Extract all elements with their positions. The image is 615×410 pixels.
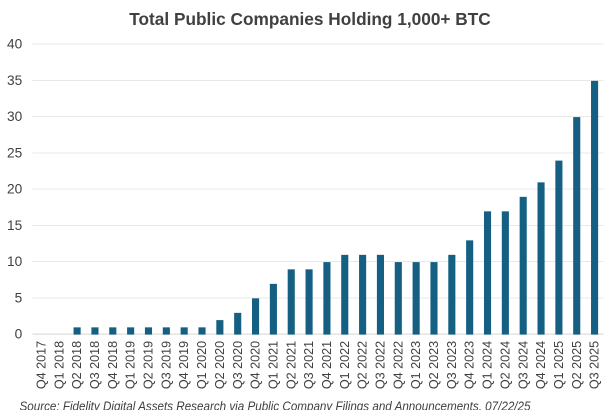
- svg-text:Q1 2023: Q1 2023: [409, 341, 423, 389]
- svg-text:Q2 2021: Q2 2021: [284, 341, 298, 389]
- svg-text:Q4 2024: Q4 2024: [534, 341, 548, 389]
- svg-text:Q1 2021: Q1 2021: [266, 341, 280, 389]
- svg-text:25: 25: [7, 145, 23, 160]
- svg-text:Q3 2019: Q3 2019: [159, 341, 173, 389]
- svg-text:Q3 2024: Q3 2024: [516, 341, 530, 389]
- svg-text:Q1 2025: Q1 2025: [552, 341, 566, 389]
- svg-text:Q4 2017: Q4 2017: [34, 341, 48, 389]
- svg-text:30: 30: [7, 109, 23, 124]
- svg-text:Q3 2021: Q3 2021: [302, 341, 316, 389]
- svg-text:Q2 2019: Q2 2019: [142, 341, 156, 389]
- svg-text:Q2 2020: Q2 2020: [213, 341, 227, 389]
- svg-text:Q3 2025: Q3 2025: [588, 341, 602, 389]
- svg-text:Q3 2023: Q3 2023: [445, 341, 459, 389]
- svg-text:Q3 2018: Q3 2018: [88, 341, 102, 389]
- svg-text:Source: Fidelity Digital Asset: Source: Fidelity Digital Assets Research…: [20, 398, 532, 410]
- svg-text:Q2 2024: Q2 2024: [498, 341, 512, 389]
- svg-text:Q1 2020: Q1 2020: [195, 341, 209, 389]
- svg-text:Q3 2020: Q3 2020: [231, 341, 245, 389]
- svg-text:Q4 2019: Q4 2019: [177, 341, 191, 389]
- svg-text:Q2 2025: Q2 2025: [570, 341, 584, 389]
- svg-text:15: 15: [7, 218, 23, 233]
- svg-text:40: 40: [7, 37, 23, 52]
- svg-text:Q2 2022: Q2 2022: [356, 341, 370, 389]
- svg-text:20: 20: [7, 182, 23, 197]
- svg-text:Total Public Companies Holding: Total Public Companies Holding 1,000+ BT…: [129, 9, 491, 29]
- svg-text:10: 10: [7, 254, 23, 269]
- svg-text:Q4 2022: Q4 2022: [391, 341, 405, 389]
- svg-text:0: 0: [15, 327, 23, 342]
- svg-text:35: 35: [7, 73, 23, 88]
- svg-text:Q3 2022: Q3 2022: [374, 341, 388, 389]
- svg-text:Q4 2021: Q4 2021: [320, 341, 334, 389]
- svg-text:Q1 2022: Q1 2022: [338, 341, 352, 389]
- svg-text:Q2 2023: Q2 2023: [427, 341, 441, 389]
- svg-text:Q2 2018: Q2 2018: [70, 341, 84, 389]
- svg-text:Q1 2018: Q1 2018: [52, 341, 66, 389]
- svg-text:Q4 2018: Q4 2018: [106, 341, 120, 389]
- svg-text:Q1 2019: Q1 2019: [124, 341, 138, 389]
- svg-text:Q4 2020: Q4 2020: [249, 341, 263, 389]
- svg-text:Q4 2023: Q4 2023: [463, 341, 477, 389]
- svg-text:Q1 2024: Q1 2024: [481, 341, 495, 389]
- svg-text:5: 5: [15, 290, 23, 305]
